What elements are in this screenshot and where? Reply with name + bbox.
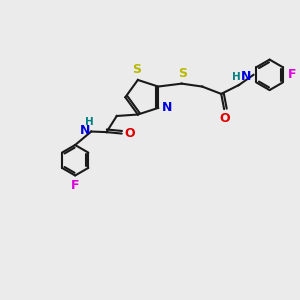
Text: F: F [71, 179, 80, 192]
Text: S: S [132, 63, 141, 76]
Text: F: F [288, 68, 296, 81]
Text: O: O [125, 127, 135, 140]
Text: H: H [232, 72, 241, 82]
Text: N: N [241, 70, 251, 83]
Text: N: N [162, 101, 172, 114]
Text: H: H [85, 117, 94, 127]
Text: O: O [219, 112, 230, 125]
Text: N: N [80, 124, 90, 137]
Text: S: S [178, 67, 187, 80]
